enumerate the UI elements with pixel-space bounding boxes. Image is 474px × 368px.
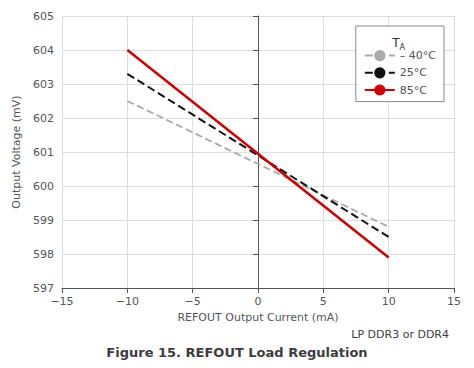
svg-text:0: 0 — [255, 295, 262, 308]
svg-text:605: 605 — [33, 10, 54, 23]
svg-text:10: 10 — [382, 295, 396, 308]
svg-text:600: 600 — [33, 180, 54, 193]
svg-text:−10: −10 — [116, 295, 139, 308]
svg-text:598: 598 — [33, 248, 54, 261]
svg-text:LP DDR3 or DDR4: LP DDR3 or DDR4 — [351, 328, 449, 341]
svg-text:REFOUT Output Current (mA): REFOUT Output Current (mA) — [177, 311, 338, 324]
svg-text:601: 601 — [33, 146, 54, 159]
svg-text:– 40°C: – 40°C — [400, 49, 436, 62]
svg-text:Figure 15. REFOUT Load Regulat: Figure 15. REFOUT Load Regulation — [106, 345, 367, 360]
svg-text:604: 604 — [33, 44, 54, 57]
svg-text:602: 602 — [33, 112, 54, 125]
svg-text:−15: −15 — [50, 295, 73, 308]
svg-text:85°C: 85°C — [400, 84, 427, 97]
svg-text:599: 599 — [33, 214, 54, 227]
svg-text:−5: −5 — [185, 295, 201, 308]
svg-text:T: T — [392, 36, 400, 50]
svg-text:5: 5 — [320, 295, 327, 308]
svg-text:603: 603 — [33, 78, 54, 91]
svg-text:15: 15 — [447, 295, 461, 308]
svg-text:Output Voltage (mV): Output Voltage (mV) — [10, 95, 23, 208]
svg-text:A: A — [400, 43, 406, 52]
svg-text:25°C: 25°C — [400, 66, 427, 79]
svg-text:597: 597 — [33, 282, 54, 295]
